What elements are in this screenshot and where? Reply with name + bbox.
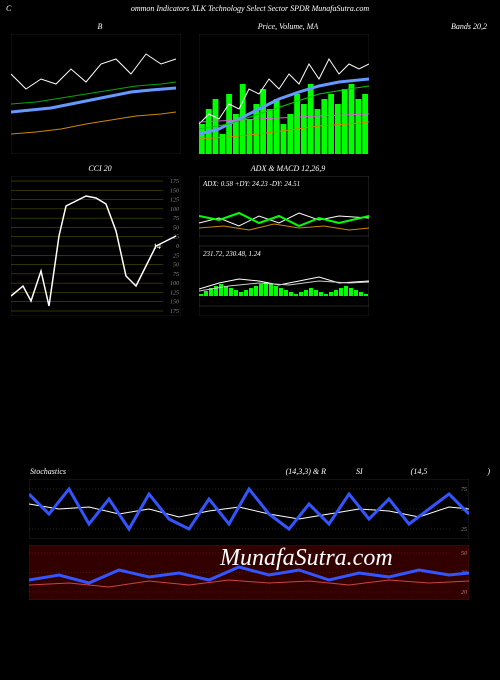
- stoch-header: Stochastics (14,3,3) & R SI (14,5 ): [0, 467, 500, 476]
- svg-text:150: 150: [170, 300, 179, 306]
- svg-text:100: 100: [170, 281, 179, 287]
- header-main: ommon Indicators XLK Technology Select S…: [131, 4, 369, 13]
- svg-text:25: 25: [173, 253, 179, 259]
- bb-title: B: [11, 20, 189, 34]
- svg-text:125: 125: [170, 198, 179, 204]
- adx-title: ADX & MACD 12,26,9: [199, 162, 377, 176]
- stoch-label-left: Stochastics: [30, 467, 66, 476]
- panel-bb: B: [10, 19, 190, 155]
- bb-chart: [11, 34, 181, 154]
- svg-text:125: 125: [170, 290, 179, 296]
- cci-chart: 175150125100755025025507510012515017514: [11, 176, 181, 316]
- cci-title: CCI 20: [11, 162, 189, 176]
- stoch-label-mid: (14,3,3) & R SI (14,5 ): [286, 467, 490, 476]
- page-header: C ommon Indicators XLK Technology Select…: [0, 0, 500, 17]
- panel-adx: ADX & MACD 12,26,9 ADX: 0.58 +DY: 24.23 …: [198, 161, 378, 317]
- svg-text:25: 25: [461, 527, 467, 533]
- svg-text:ADX: 0.58 +DY: 24.23 -DY: 2: ADX: 0.58 +DY: 24.23 -DY: 24.51: [202, 180, 300, 188]
- panel-price: Price, Volume, MA: [198, 19, 378, 155]
- panel-bands: Bands 20,2: [384, 19, 494, 155]
- svg-text:75: 75: [173, 216, 179, 222]
- svg-text:100: 100: [170, 207, 179, 213]
- svg-text:50: 50: [173, 263, 179, 269]
- svg-text:20: 20: [461, 590, 467, 596]
- svg-text:0: 0: [176, 244, 179, 250]
- svg-text:175: 175: [170, 309, 179, 315]
- adx-chart: ADX: 0.58 +DY: 24.23 -DY: 24.51231.72, 2…: [199, 176, 369, 316]
- svg-text:50: 50: [173, 225, 179, 231]
- svg-text:14: 14: [153, 242, 161, 251]
- panel-stoch: 755025: [28, 478, 500, 540]
- svg-text:150: 150: [170, 188, 179, 194]
- svg-text:75: 75: [173, 272, 179, 278]
- panel-cci: CCI 20 175150125100755025025507510012515…: [10, 161, 190, 317]
- bands-title: Bands 20,2: [385, 20, 493, 34]
- header-left: C: [6, 4, 11, 13]
- stoch-chart: 755025: [29, 479, 469, 539]
- svg-text:231.72, 230.48, 1.24: 231.72, 230.48, 1.24: [203, 250, 261, 258]
- svg-text:175: 175: [170, 179, 179, 185]
- svg-text:50: 50: [461, 551, 467, 557]
- price-title: Price, Volume, MA: [199, 20, 377, 34]
- watermark: MunafaSutra.com: [220, 545, 393, 572]
- price-chart: [199, 34, 369, 154]
- svg-text:75: 75: [461, 487, 467, 493]
